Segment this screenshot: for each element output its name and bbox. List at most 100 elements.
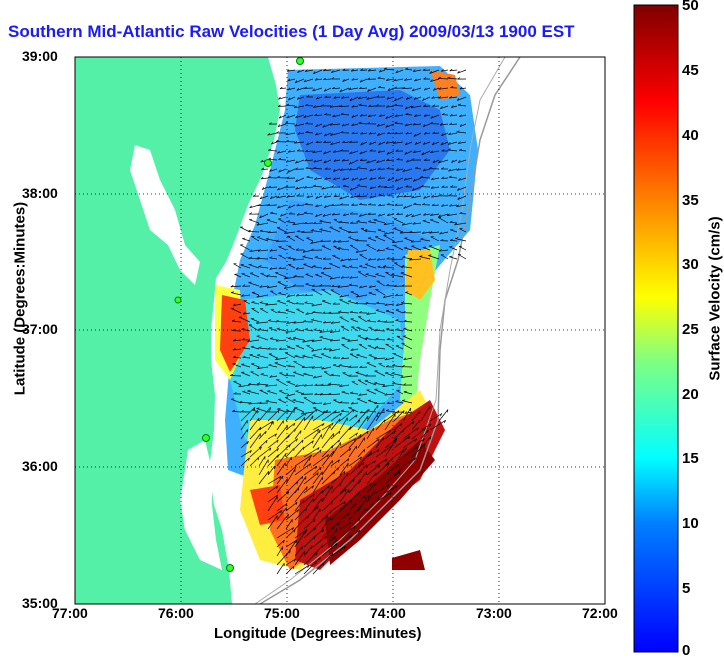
arrow-head — [356, 220, 360, 222]
velocity-arrow — [339, 525, 356, 539]
velocity-arrow — [251, 236, 260, 242]
velocity-arrow — [323, 69, 332, 72]
arrow-head — [391, 457, 393, 461]
arrow-head — [328, 311, 332, 314]
arrow-head — [294, 123, 297, 127]
velocity-arrow — [288, 204, 296, 209]
arrow-head — [330, 501, 333, 505]
velocity-arrow — [359, 285, 368, 289]
velocity-arrow — [360, 114, 368, 117]
velocity-arrow — [447, 213, 458, 217]
velocity-arrow — [333, 245, 341, 251]
arrow-head — [295, 267, 299, 270]
arrow-head — [341, 390, 345, 393]
arrow-head — [384, 67, 388, 70]
velocity-arrow — [378, 204, 386, 207]
arrow-head — [430, 186, 434, 189]
arrow-head — [249, 249, 253, 252]
colorbar-tick: 30 — [682, 256, 699, 273]
arrow-head — [315, 466, 318, 470]
arrow-head — [351, 123, 355, 126]
arrow-head — [383, 222, 387, 225]
velocity-arrow — [230, 285, 242, 288]
arrow-head — [278, 169, 281, 173]
velocity-arrow — [391, 258, 404, 261]
velocity-arrow — [277, 150, 287, 154]
velocity-arrow — [277, 311, 287, 314]
velocity-arrow — [341, 357, 350, 360]
arrow-head — [287, 337, 291, 339]
arrow-head — [257, 457, 260, 461]
velocity-arrow — [323, 141, 332, 143]
radar-sites — [174, 57, 304, 572]
velocity-arrow — [258, 421, 273, 431]
velocity-arrow — [378, 194, 386, 197]
velocity-arrow — [377, 77, 386, 80]
velocity-arrow — [315, 274, 323, 278]
arrow-head — [249, 256, 253, 259]
arrow-head — [322, 423, 325, 427]
velocity-arrow — [405, 105, 413, 110]
arrow-head — [296, 87, 300, 91]
velocity-arrow — [350, 392, 359, 395]
arrow-head — [295, 501, 298, 505]
arrow-head — [343, 501, 346, 505]
arrow-head — [446, 213, 450, 216]
velocity-arrow — [284, 276, 296, 280]
velocity-arrow — [286, 159, 296, 163]
velocity-arrow — [240, 441, 249, 449]
velocity-arrow — [278, 168, 287, 173]
arrow-head — [414, 166, 418, 169]
velocity-arrow — [278, 159, 287, 161]
velocity-arrow — [350, 318, 359, 323]
velocity-arrow — [330, 412, 342, 422]
colorbar-label: Surface Velocity (cm/s) — [706, 216, 724, 381]
velocity-arrow — [459, 123, 467, 127]
velocity-arrow — [377, 320, 386, 323]
arrow-head — [329, 348, 332, 352]
arrow-head — [402, 255, 406, 258]
velocity-arrow — [375, 492, 392, 503]
arrow-head — [269, 256, 273, 259]
arrow-head — [248, 382, 252, 385]
velocity-arrow — [248, 384, 260, 386]
velocity-arrow — [286, 114, 296, 119]
arrow-head — [422, 219, 426, 222]
arrow-head — [304, 69, 308, 72]
velocity-arrow — [406, 159, 413, 163]
velocity-arrow — [359, 366, 368, 368]
velocity-arrow — [321, 289, 332, 296]
arrow-head — [232, 303, 236, 307]
arrow-head — [297, 132, 301, 135]
velocity-arrow — [287, 257, 296, 260]
arrow-head — [334, 410, 337, 414]
velocity-arrow — [386, 402, 395, 404]
arrow-head — [402, 399, 406, 401]
velocity-arrow — [441, 177, 449, 179]
arrow-head — [329, 330, 333, 333]
arrow-head — [260, 176, 264, 180]
arrow-head — [377, 496, 380, 500]
arrow-head — [431, 142, 435, 146]
velocity-arrow — [294, 78, 305, 84]
velocity-arrow — [358, 343, 368, 350]
arrow-head — [441, 149, 445, 152]
arrow-head — [441, 113, 445, 116]
arrow-head — [329, 276, 333, 280]
velocity-arrow — [342, 372, 350, 377]
arrow-head — [397, 410, 400, 414]
arrow-head — [260, 159, 264, 163]
velocity-arrow — [385, 343, 395, 350]
arrow-head — [413, 178, 416, 182]
velocity-arrow — [285, 501, 298, 512]
arrow-head — [429, 121, 433, 125]
arrow-head — [423, 213, 426, 216]
velocity-arrow — [357, 437, 365, 449]
velocity-arrow — [305, 105, 314, 107]
velocity-arrow — [276, 379, 287, 386]
arrow-head — [342, 213, 346, 217]
arrow-head — [332, 526, 334, 530]
arrow-head — [347, 458, 350, 462]
velocity-arrow — [340, 258, 350, 262]
